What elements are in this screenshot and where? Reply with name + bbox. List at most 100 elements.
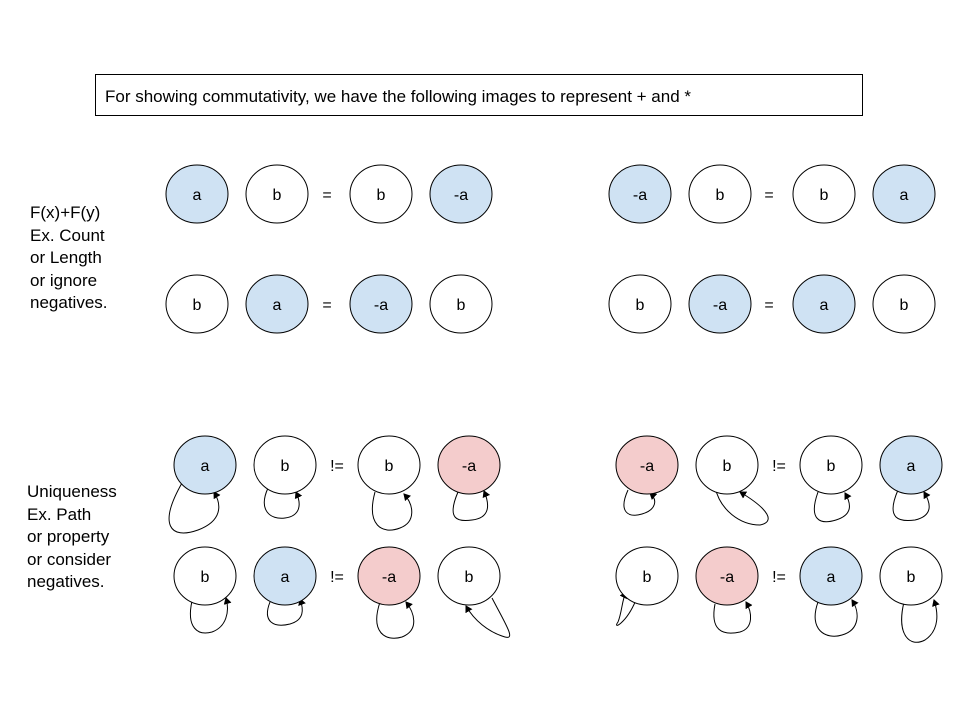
loop-arrow (892, 489, 931, 522)
node-label: b (900, 297, 909, 314)
loop-arrow (901, 599, 940, 643)
section-label-uniqueness: Uniqueness Ex. Path or property or consi… (27, 481, 117, 594)
title-text: For showing commutativity, we have the f… (105, 87, 692, 106)
label-line: F(x)+F(y) (30, 203, 101, 222)
node-circle (608, 274, 672, 334)
equation-row: a b b -a = (165, 164, 493, 224)
node-circle (799, 546, 863, 606)
operator-symbol: != (330, 569, 344, 586)
node-circle (253, 435, 317, 495)
node-circle (695, 546, 759, 606)
equation-row: b -a a b != (615, 546, 943, 606)
node-label: -a (720, 569, 734, 586)
operator-symbol: = (322, 297, 331, 314)
node-circle (799, 435, 863, 495)
node-circle (173, 435, 237, 495)
title-box: For showing commutativity, we have the f… (95, 74, 863, 116)
node-label: b (273, 187, 282, 204)
equation-row: b -a a b = (608, 274, 936, 334)
node-label: a (273, 297, 282, 314)
node-label: -a (633, 187, 647, 204)
node-circle (688, 164, 752, 224)
loop-arrow (168, 482, 221, 534)
label-line: or ignore (30, 270, 98, 290)
node-circle (165, 274, 229, 334)
loop-arrow (465, 597, 511, 638)
node-circle (879, 546, 943, 606)
node-circle (349, 164, 413, 224)
node-label: a (281, 569, 290, 586)
node-circle (245, 164, 309, 224)
operator-symbol: != (330, 458, 344, 475)
loop-arrow (616, 591, 637, 626)
loop-arrow (190, 597, 232, 634)
section-label-commutative: F(x)+F(y) Ex. Count or Length or ignore … (30, 202, 108, 315)
label-line: Ex. Count (30, 225, 105, 245)
equation-row: b a -a b != (173, 546, 501, 606)
loop-arrow (263, 487, 303, 519)
node-label: b (716, 187, 725, 204)
label-line: or property (27, 527, 110, 546)
node-circle (357, 546, 421, 606)
node-circle (349, 274, 413, 334)
node-label: a (820, 297, 829, 314)
label-line: negatives. (30, 293, 108, 312)
loop-arrows (168, 482, 940, 643)
node-label: -a (454, 187, 468, 204)
equation-row: -a b b a = (608, 164, 936, 224)
operator-symbol: = (322, 187, 331, 204)
node-label: b (636, 297, 645, 314)
node-label: b (201, 569, 210, 586)
loop-arrow (267, 598, 306, 626)
operator-symbol: = (764, 297, 773, 314)
label-line: or Length (30, 248, 102, 267)
node-circle (615, 546, 679, 606)
node-label: b (827, 458, 836, 475)
node-label: b (457, 297, 466, 314)
loop-arrow (376, 601, 415, 639)
loop-arrow (714, 486, 769, 526)
loop-arrow (814, 599, 859, 637)
node-label: a (201, 458, 210, 475)
node-label: b (465, 569, 474, 586)
node-label: b (281, 458, 290, 475)
loop-arrow (713, 601, 753, 634)
node-label: a (900, 187, 909, 204)
loop-arrow (371, 491, 413, 531)
node-circle (357, 435, 421, 495)
node-circle (173, 546, 237, 606)
node-label: b (377, 187, 386, 204)
node-circle (429, 274, 493, 334)
node-circle (872, 274, 936, 334)
label-line: or consider (27, 549, 112, 569)
node-label: b (385, 458, 394, 475)
operator-symbol: != (772, 458, 786, 475)
node-circle (608, 164, 672, 224)
loop-arrow (623, 489, 658, 516)
operator-symbol: = (764, 187, 773, 204)
node-circle (879, 435, 943, 495)
node-circle (253, 546, 317, 606)
equation-row: -a b b a != (615, 435, 943, 495)
node-circle (437, 435, 501, 495)
loop-arrow (452, 490, 491, 522)
node-label: b (193, 297, 202, 314)
node-circle (429, 164, 493, 224)
node-label: -a (462, 458, 476, 475)
node-label: -a (382, 569, 396, 586)
node-circle (792, 274, 856, 334)
node-circle (695, 435, 759, 495)
node-label: b (643, 569, 652, 586)
node-label: a (907, 458, 916, 475)
label-line: Uniqueness (27, 482, 117, 501)
node-circle (165, 164, 229, 224)
node-label: b (820, 187, 829, 204)
node-circle (437, 546, 501, 606)
operator-symbol: != (772, 569, 786, 586)
node-circle (688, 274, 752, 334)
label-line: negatives. (27, 572, 105, 591)
node-label: a (827, 569, 836, 586)
node-label: -a (374, 297, 388, 314)
node-label: b (723, 458, 732, 475)
node-label: -a (640, 458, 654, 475)
